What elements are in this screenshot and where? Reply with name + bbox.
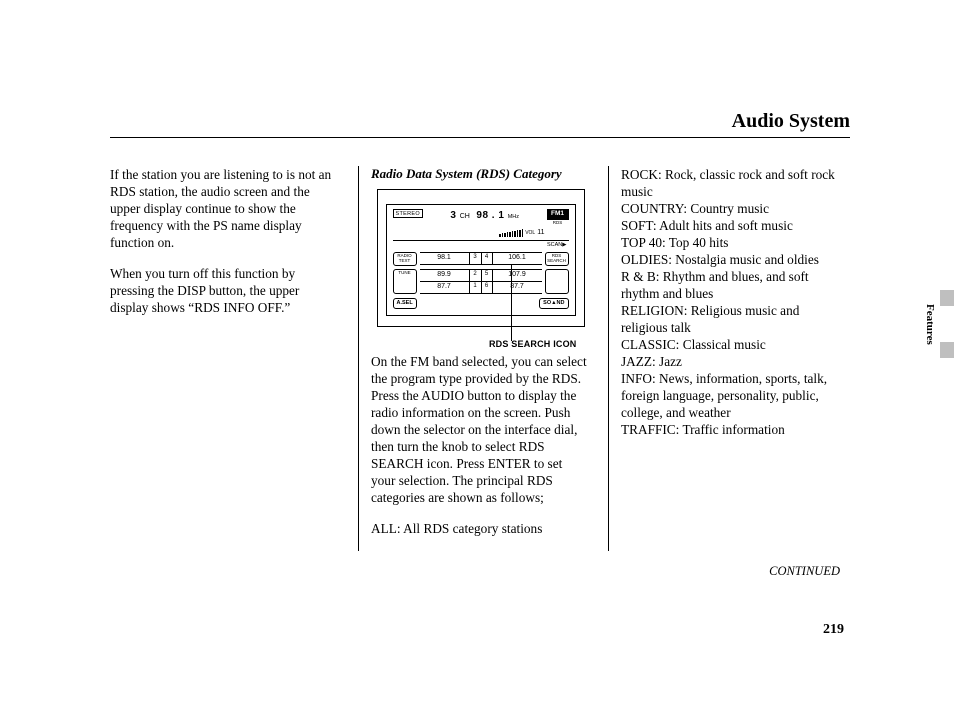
volume-row: VOL 11 — [393, 229, 569, 238]
category-item: JAZZ: Jazz — [621, 353, 840, 370]
volume-value: 11 — [537, 229, 544, 238]
callout-line — [511, 265, 512, 341]
radio-bezel: STEREO 3 CH 98 . 1 MHz FM1 RDS — [377, 189, 585, 327]
side-tab-label: Features — [924, 304, 936, 345]
category-item: TRAFFIC: Traffic information — [621, 421, 840, 438]
category-item: R & B: Rhythm and blues, and soft rhythm… — [621, 268, 840, 302]
scan-row: SCAN▶ — [393, 240, 569, 249]
category-item: OLDIES: Nostalgia music and oldies — [621, 251, 840, 268]
mhz-label: MHz — [508, 214, 519, 220]
radio-top-row: STEREO 3 CH 98 . 1 MHz FM1 RDS — [393, 209, 569, 227]
rds-search-button: RDS SEARCH — [545, 252, 569, 266]
radio-diagram: STEREO 3 CH 98 . 1 MHz FM1 RDS — [377, 189, 585, 347]
band-box: FM1 RDS — [547, 209, 569, 227]
callout: RDS SEARCH ICON — [377, 327, 585, 347]
category-item: SOFT: Adult hits and soft music — [621, 217, 840, 234]
column-3: ROCK: Rock, classic rock and soft rock m… — [608, 166, 840, 551]
rds-sub-label: RDS — [547, 219, 569, 227]
tune-button: TUNE — [393, 269, 417, 294]
gray-tab-top — [940, 290, 954, 306]
thumb-tab — [940, 290, 954, 364]
sound-button: SO▲ND — [539, 298, 568, 309]
body-text: On the FM band selected, you can select … — [371, 353, 590, 506]
volume-label: VOL — [525, 230, 535, 236]
columns: If the station you are listening to is n… — [110, 166, 850, 551]
category-item: INFO: News, information, sports, talk, f… — [621, 370, 840, 421]
preset-grid-2: 89.925107.9 87.71687.7 — [420, 269, 542, 294]
category-item: CLASSIC: Classical music — [621, 336, 840, 353]
category-list: ROCK: Rock, classic rock and soft rock m… — [621, 166, 840, 438]
frequency-value: 98 . 1 — [476, 210, 504, 221]
category-item: TOP 40: Top 40 hits — [621, 234, 840, 251]
column-1: If the station you are listening to is n… — [110, 166, 340, 551]
preset-grid: 98.134106.1 — [420, 252, 542, 266]
body-text: If the station you are listening to is n… — [110, 166, 340, 251]
channel-suffix: CH — [460, 213, 470, 220]
page-number: 219 — [823, 622, 844, 638]
bottom-buttons: A.SEL SO▲ND — [393, 298, 569, 309]
section-heading: Radio Data System (RDS) Category — [371, 166, 590, 183]
scan-label: SCAN▶ — [547, 242, 567, 249]
blank-button — [545, 269, 569, 294]
asel-button: A.SEL — [393, 298, 417, 309]
body-text: ALL: All RDS category stations — [371, 520, 590, 537]
frequency-display: 3 CH 98 . 1 MHz — [429, 209, 541, 223]
page-title: Audio System — [110, 110, 850, 138]
radio-text-button: RADIO TEXT — [393, 252, 417, 266]
category-item: ROCK: Rock, classic rock and soft rock m… — [621, 166, 840, 200]
continued-label: CONTINUED — [769, 563, 840, 579]
fm-label: FM1 — [547, 209, 569, 219]
button-row-1: RADIO TEXT 98.134106.1 RDS SEARCH — [393, 252, 569, 266]
column-2: Radio Data System (RDS) Category STEREO … — [358, 166, 590, 551]
stereo-indicator: STEREO — [393, 209, 423, 218]
gray-tab-bottom — [940, 342, 954, 358]
body-text: When you turn off this function by press… — [110, 265, 340, 316]
channel-number: 3 — [450, 210, 456, 221]
button-row-2: TUNE 89.925107.9 87.71687.7 — [393, 269, 569, 294]
radio-screen: STEREO 3 CH 98 . 1 MHz FM1 RDS — [386, 204, 576, 316]
page: Audio System If the station you are list… — [110, 110, 850, 551]
volume-meter — [499, 229, 523, 237]
callout-label: RDS SEARCH ICON — [489, 339, 577, 351]
category-item: COUNTRY: Country music — [621, 200, 840, 217]
category-item: RELIGION: Religious music and religious … — [621, 302, 840, 336]
